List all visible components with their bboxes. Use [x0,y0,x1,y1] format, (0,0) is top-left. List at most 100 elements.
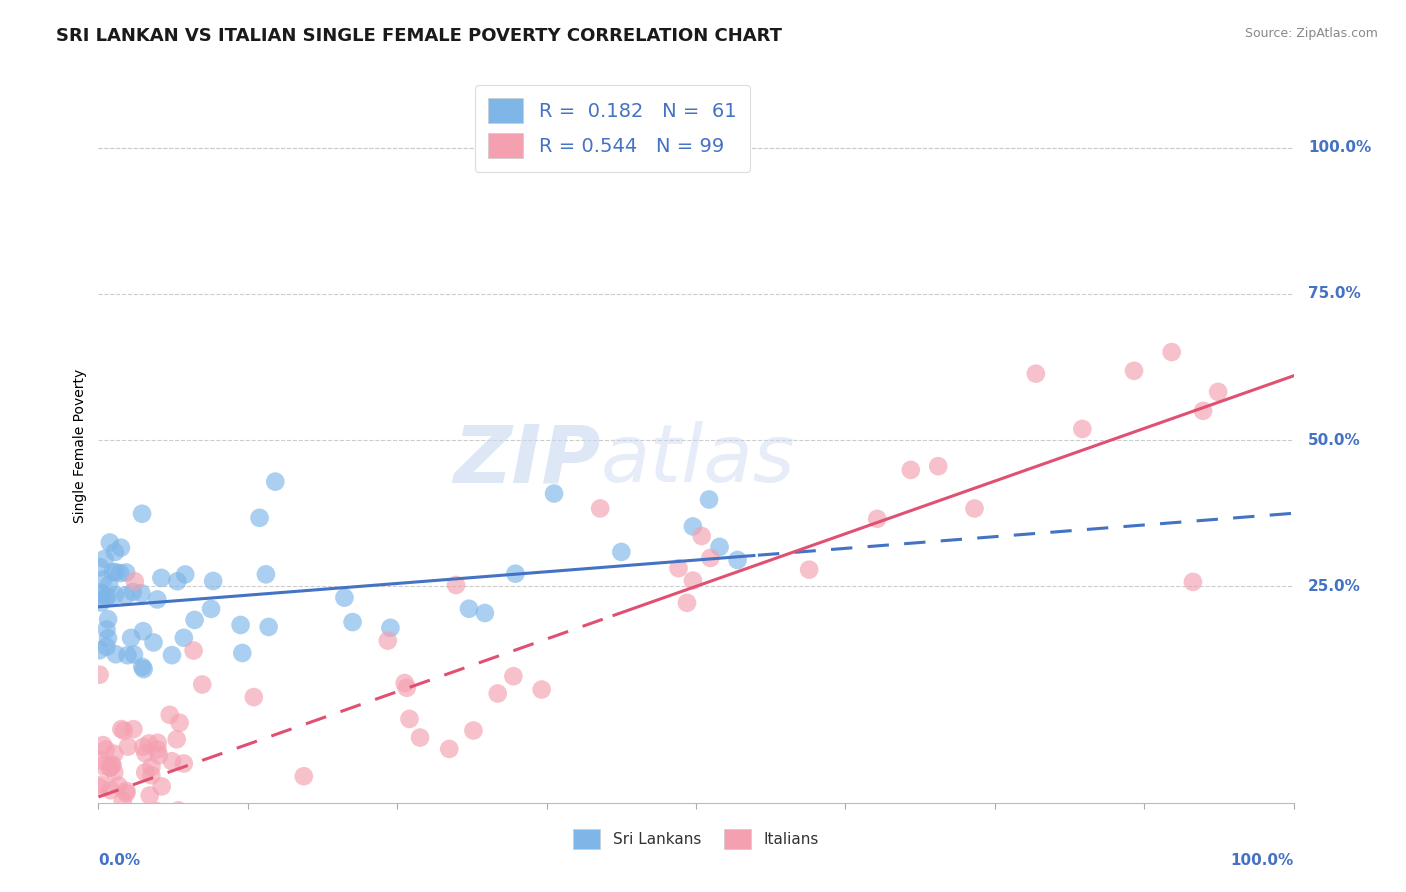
Point [111,794,134,808]
Text: 100.0%: 100.0% [1308,140,1371,155]
Point [124,862,146,876]
Point [124,574,146,589]
Point [502,669,524,683]
Point [169,715,191,730]
Point [89,560,111,574]
Point [98,760,121,774]
Point [98,577,121,591]
Point [243,690,266,705]
Point [131,586,153,600]
Point [398,712,420,726]
Point [114,806,136,821]
Point [115,784,138,798]
Point [115,566,138,580]
Point [333,591,356,605]
Point [120,631,142,645]
Point [104,588,127,602]
Point [141,812,163,826]
Point [146,804,169,818]
Point [231,646,253,660]
Point [150,571,173,585]
Point [132,662,155,676]
Point [107,779,129,793]
Text: 50.0%: 50.0% [1308,433,1361,448]
Point [89,780,111,795]
Point [91,573,114,587]
Point [104,565,127,579]
Point [138,736,160,750]
Point [114,589,136,603]
Point [963,501,986,516]
Point [1192,404,1215,418]
Point [409,731,432,745]
Point [699,550,721,565]
Text: 100.0%: 100.0% [1230,853,1294,868]
Point [676,596,699,610]
Point [94,591,117,606]
Point [690,529,713,543]
Point [173,756,195,771]
Point [160,648,183,662]
Point [110,541,132,555]
Point [103,747,125,761]
Point [110,566,132,581]
Point [254,567,277,582]
Point [183,643,205,657]
Point [90,778,112,792]
Point [229,618,252,632]
Text: ZIP: ZIP [453,421,600,500]
Point [97,825,120,839]
Y-axis label: Single Female Poverty: Single Female Poverty [73,369,87,523]
Point [117,648,139,663]
Point [122,722,145,736]
Point [474,606,496,620]
Point [101,857,124,871]
Text: atlas: atlas [600,421,796,500]
Point [486,686,509,700]
Point [98,535,121,549]
Point [866,512,889,526]
Point [122,585,145,599]
Point [134,765,156,780]
Point [150,780,173,794]
Point [89,667,111,681]
Point [458,601,481,615]
Point [200,602,222,616]
Point [90,838,112,853]
Point [589,501,612,516]
Point [97,631,120,645]
Point [797,563,820,577]
Point [91,887,114,892]
Point [138,789,160,803]
Point [146,742,169,756]
Point [89,753,111,767]
Point [444,578,467,592]
Point [709,540,731,554]
Point [505,566,527,581]
Point [90,813,112,827]
Point [90,596,112,610]
Text: SRI LANKAN VS ITALIAN SINGLE FEMALE POVERTY CORRELATION CHART: SRI LANKAN VS ITALIAN SINGLE FEMALE POVE… [56,27,782,45]
Point [131,821,153,835]
Text: 0.0%: 0.0% [98,853,141,868]
Point [166,574,188,589]
Point [110,722,132,736]
Text: Source: ZipAtlas.com: Source: ZipAtlas.com [1244,27,1378,40]
Point [191,677,214,691]
Point [377,633,399,648]
Point [142,837,165,851]
Point [96,623,118,637]
Point [249,511,271,525]
Point [394,676,416,690]
Point [105,821,128,835]
Point [96,590,118,604]
Point [101,810,124,824]
Point [1025,367,1047,381]
Point [98,761,121,775]
Point [1206,384,1229,399]
Point [146,592,169,607]
Point [94,742,117,756]
Point [166,732,188,747]
Point [148,748,170,763]
Point [93,832,115,847]
